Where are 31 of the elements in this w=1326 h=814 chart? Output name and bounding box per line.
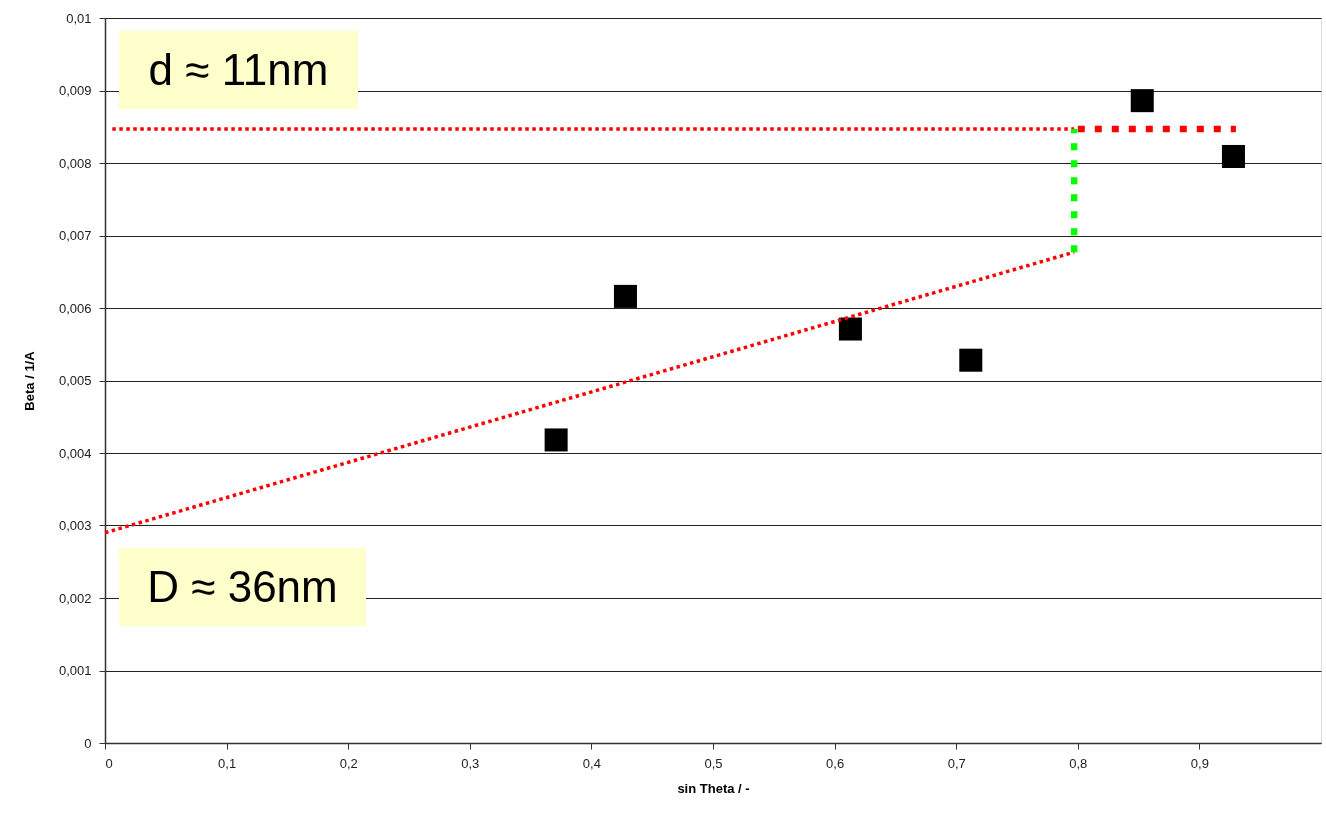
x-tick-label: 0,4 [582, 755, 601, 771]
annotation: D ≈ 36nm [147, 562, 338, 611]
y-tick-label: 0,002 [58, 590, 92, 606]
x-tick-label: 0,9 [1190, 755, 1209, 771]
y-tick-label: 0,004 [58, 445, 92, 461]
point [1221, 144, 1245, 168]
point [838, 317, 862, 341]
point [959, 348, 983, 372]
y-tick-label: 0,009 [58, 83, 92, 98]
x-tick-label: 0,1 [218, 755, 237, 771]
x-tick-label: 0,3 [461, 755, 480, 771]
y-tick-label: 0,008 [58, 155, 92, 171]
y-tick-label: 0 [84, 735, 92, 751]
y-tick-label: 0,006 [58, 300, 92, 316]
x-tick-label: 0,8 [1069, 755, 1088, 771]
x-tick-label: 0 [105, 755, 113, 771]
y-tick-label: 0,007 [58, 228, 92, 243]
x-tick-label: 0,7 [947, 755, 966, 771]
x-axis-title: sin Theta / - [677, 780, 750, 796]
y-tick-label: 0,005 [58, 373, 92, 388]
y-tick-label: 0,01 [66, 10, 92, 26]
y-tick-label: 0,003 [58, 518, 92, 533]
x-tick-label: 0,6 [826, 755, 845, 771]
y-tick-label: 0,001 [58, 663, 92, 678]
annotation: d ≈ 11nm [148, 45, 329, 94]
x-tick-label: 0,5 [704, 755, 723, 771]
point [613, 284, 637, 308]
x-tick-label: 0,2 [339, 755, 358, 771]
y-axis-title: Beta / 1/A [21, 350, 37, 411]
point [1130, 89, 1154, 113]
point [544, 428, 568, 452]
